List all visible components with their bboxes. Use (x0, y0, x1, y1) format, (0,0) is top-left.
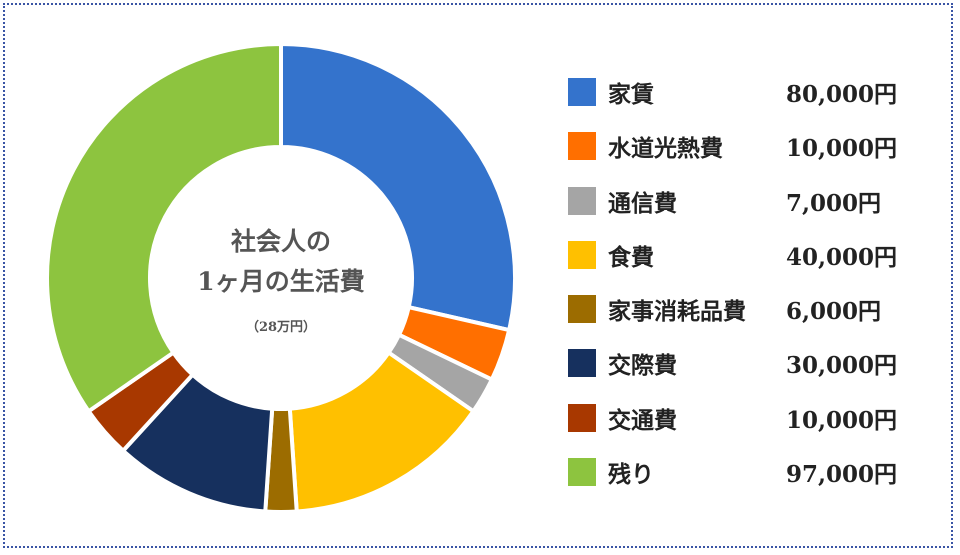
chart-title-line2: 1ヶ月の生活費 (197, 267, 365, 296)
legend-swatch (568, 295, 596, 324)
legend-label: 通信費 (608, 189, 677, 217)
legend-label: 残り (608, 461, 654, 489)
legend-value: 97,000円 (786, 461, 898, 489)
legend-value: 10,000円 (786, 406, 898, 434)
donut-slice-7 (45, 42, 283, 414)
legend-item: 水道光熱費 10,000円 (568, 120, 928, 174)
chart-frame (3, 3, 953, 548)
legend-label: 食費 (608, 243, 654, 271)
legend-value: 40,000円 (786, 243, 898, 271)
legend-label: 交通費 (608, 406, 677, 434)
donut-slice-0 (279, 42, 517, 333)
chart-title-line1: 社会人の (230, 227, 331, 256)
chart-subtitle: （28万円） (245, 320, 317, 335)
legend-value: 80,000円 (786, 81, 898, 108)
legend-value: 7,000円 (786, 189, 882, 217)
donut-chart (45, 42, 517, 514)
legend-label: 交際費 (608, 352, 677, 380)
legend-value: 30,000円 (786, 352, 898, 380)
legend-label: 家賃 (608, 81, 654, 108)
legend-swatch (568, 458, 596, 487)
legend-item: 食費 40,000円 (568, 229, 928, 283)
chart-title: 社会人の 1ヶ月の生活費 (150, 222, 412, 302)
legend-item: 交際費 30,000円 (568, 337, 928, 391)
legend-swatch (568, 78, 596, 106)
legend-swatch (568, 403, 596, 432)
legend-item: 残り 97,000円 (568, 446, 928, 500)
legend-item: 交通費 10,000円 (568, 392, 928, 446)
legend-swatch (568, 186, 596, 215)
legend-value: 6,000円 (786, 298, 882, 326)
legend: 家賃 80,000円 水道光熱費 10,000円 通信費 7,000円 食費 40,000円家… (568, 66, 928, 500)
legend-item: 家事消耗品費 6,000円 (568, 283, 928, 337)
legend-item: 家賃 80,000円 (568, 66, 928, 120)
legend-swatch (568, 240, 596, 269)
legend-swatch (568, 132, 596, 161)
legend-item: 通信費 7,000円 (568, 175, 928, 229)
legend-label: 家事消耗品費 (608, 298, 746, 326)
legend-value: 10,000円 (786, 135, 898, 163)
legend-label: 水道光熱費 (608, 135, 723, 163)
legend-swatch (568, 349, 596, 378)
